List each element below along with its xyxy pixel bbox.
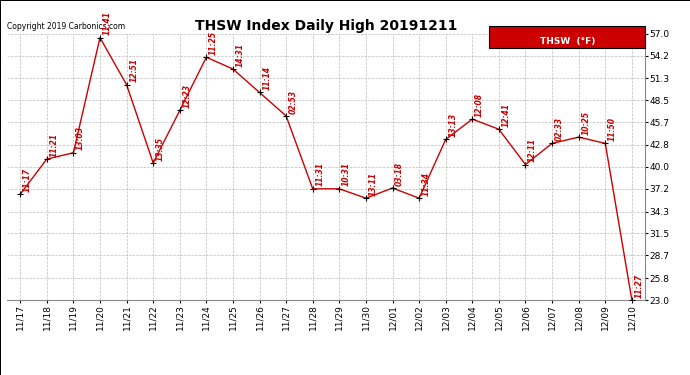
Text: 13:03: 13:03 [76,126,85,150]
Text: 10:25: 10:25 [581,111,591,135]
Text: 12:41: 12:41 [502,103,511,127]
Text: 11:21: 11:21 [50,133,59,157]
FancyBboxPatch shape [489,26,645,48]
Text: 11:34: 11:34 [422,172,431,196]
Text: THSW  (°F): THSW (°F) [540,37,595,46]
Text: 11:50: 11:50 [608,117,617,141]
Text: 03:18: 03:18 [395,162,404,186]
Text: 11:41: 11:41 [103,11,112,35]
Text: Copyright 2019 Carbonics.com: Copyright 2019 Carbonics.com [7,22,125,31]
Text: 13:13: 13:13 [448,113,457,137]
Text: 10:31: 10:31 [342,162,351,186]
Text: 11:25: 11:25 [209,31,218,55]
Text: 02:53: 02:53 [289,90,298,114]
Text: 12:11: 12:11 [528,138,537,162]
Text: 13:11: 13:11 [368,172,377,196]
Text: 12:51: 12:51 [129,58,138,82]
Text: 12:08: 12:08 [475,93,484,117]
Text: 02:33: 02:33 [555,117,564,141]
Text: 12:23: 12:23 [182,84,191,108]
Text: 14:31: 14:31 [235,43,245,67]
Text: 13:35: 13:35 [156,136,165,160]
Text: 11:31: 11:31 [315,162,324,186]
Text: 11:17: 11:17 [23,168,32,192]
Text: 11:27: 11:27 [635,274,644,298]
Text: 11:14: 11:14 [262,66,271,90]
Title: THSW Index Daily High 20191211: THSW Index Daily High 20191211 [195,19,457,33]
